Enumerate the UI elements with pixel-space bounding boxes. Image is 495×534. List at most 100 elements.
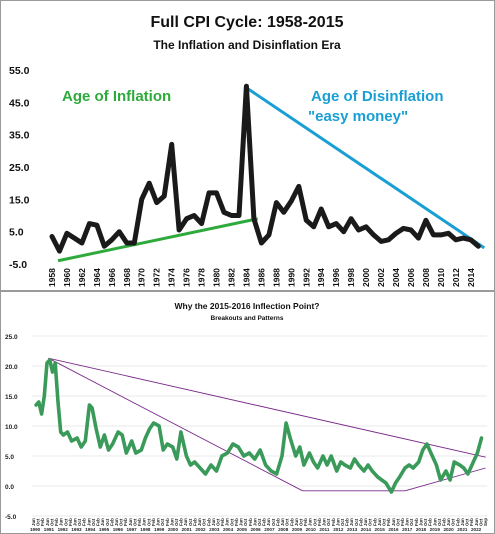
chart2-month-label: Oct: [49, 518, 54, 526]
full-cpi-cycle-chart: Full CPI Cycle: 1958-2015 The Inflation …: [0, 0, 495, 291]
chart2-subtitle: Breakouts and Patterns: [211, 315, 284, 322]
chart2-month-label: Feb: [165, 518, 170, 526]
chart1-x-tick-label: 1978: [197, 268, 207, 287]
chart2-year-label: 2009: [292, 527, 303, 532]
full-cpi-cycle-svg: Full CPI Cycle: 1958-2015 The Inflation …: [9, 14, 486, 287]
chart2-month-label: Jun: [183, 518, 188, 526]
chart1-x-tick-label: 1968: [122, 268, 132, 287]
chart1-x-tick-label: 1996: [331, 268, 341, 287]
chart2-month-label: Jun: [446, 518, 451, 526]
chart2-year-label: 2022: [471, 527, 482, 532]
chart2-y-tick-label: 10.0: [5, 424, 18, 431]
chart1-x-tick-label: 1998: [346, 268, 356, 287]
chart2-month-label: Feb: [109, 518, 114, 526]
chart2-year-label: 2019: [430, 527, 441, 532]
chart2-month-label: Jun: [308, 518, 313, 526]
chart1-x-tick-label: 1960: [62, 268, 72, 287]
chart2-year-label: 1991: [44, 527, 55, 532]
chart1-title: Full CPI Cycle: 1958-2015: [151, 14, 344, 31]
chart1-x-tick-label: 2010: [436, 268, 446, 287]
chart2-year-label: 2010: [306, 527, 317, 532]
chart2-cpi-line: [34, 358, 484, 494]
chart1-cpi-line: [49, 83, 481, 254]
chart1-x-tick-label: 1958: [47, 268, 57, 287]
chart2-series: [34, 358, 484, 494]
chart2-year-label: 2008: [278, 527, 289, 532]
easy-money-label: "easy money": [308, 108, 408, 125]
chart1-x-tick-label: 2012: [451, 268, 461, 287]
chart2-month-label: Jun: [280, 518, 285, 526]
chart2-month-label: Oct: [285, 518, 290, 526]
chart1-x-tick-label: 1966: [107, 268, 117, 287]
chart1-y-axis: 55.0 45.0 35.0 25.0 15.0 5.0 -5.0: [9, 65, 30, 271]
chart2-month-label: Oct: [354, 518, 359, 526]
chart2-month-label: Oct: [451, 518, 456, 526]
chart2-month-label: Feb: [372, 518, 377, 526]
chart1-x-tick-label: 2014: [466, 268, 476, 287]
chart2-month-label: Oct: [368, 518, 373, 526]
chart2-y-axis: 25.0 20.0 15.0 10.0 5.0 0.0 -5.0: [5, 334, 18, 521]
chart2-month-label: Jun: [377, 518, 382, 526]
chart2-month-label: Feb: [358, 518, 363, 526]
chart2-month-label: Oct: [423, 518, 428, 526]
chart2-month-label: Feb: [248, 518, 253, 526]
chart2-trendline: [48, 357, 303, 492]
chart2-month-label: Oct: [229, 518, 234, 526]
chart2-month-label: Feb: [151, 518, 156, 526]
chart2-y-tick-label: -5.0: [5, 514, 17, 521]
chart2-year-label: 2005: [237, 527, 248, 532]
chart2-month-label: Jun: [266, 518, 271, 526]
chart1-x-tick-label: 2002: [376, 268, 386, 287]
chart2-year-label: 2021: [457, 527, 468, 532]
chart2-year-label: 1995: [99, 527, 110, 532]
chart2-year-label: 2020: [443, 527, 454, 532]
chart1-y-tick-label: 45.0: [9, 97, 30, 109]
chart2-year-label: 1994: [85, 527, 96, 532]
chart2-month-labels: Jun Oct Feb Jun Oct Feb Jun Oct Feb Jun Oct Feb Jun O…: [31, 518, 488, 526]
chart1-x-tick-label: 1982: [226, 268, 236, 287]
chart2-month-label: Jun: [211, 518, 216, 526]
chart2-month-label: Oct: [312, 518, 317, 526]
chart2-month-label: Oct: [174, 518, 179, 526]
chart1-y-tick-label: 25.0: [9, 162, 30, 174]
chart2-month-label: Jun: [31, 518, 36, 526]
chart2-month-label: Oct: [119, 518, 124, 526]
chart2-month-label: Jun: [474, 518, 479, 526]
age-of-disinflation-label: Age of Disinflation: [311, 88, 444, 105]
chart2-year-label: 2012: [333, 527, 344, 532]
chart2-month-label: Feb: [137, 518, 142, 526]
chart2-year-labels: 1990 1991 1992 1993 1994 1995 1996 1997 1998 1999…: [30, 527, 482, 532]
chart2-year-label: 1996: [113, 527, 124, 532]
chart1-x-tick-label: 1974: [167, 268, 177, 287]
chart2-month-label: Feb: [96, 518, 101, 526]
chart2-month-label: Oct: [202, 518, 207, 526]
chart2-month-label: Oct: [160, 518, 165, 526]
chart2-month-label: Feb: [192, 518, 197, 526]
chart1-x-tick-label: 1992: [301, 268, 311, 287]
chart2-month-label: Oct: [382, 518, 387, 526]
chart2-year-label: 2007: [264, 527, 275, 532]
chart1-y-tick-label: 55.0: [9, 65, 30, 77]
chart2-year-label: 2017: [402, 527, 413, 532]
chart1-series: [49, 83, 481, 254]
chart2-month-label: Oct: [437, 518, 442, 526]
chart2-month-label: Feb: [469, 518, 474, 526]
chart2-month-label: Jun: [363, 518, 368, 526]
chart2-y-tick-label: 5.0: [5, 454, 14, 461]
chart2-month-label: Oct: [243, 518, 248, 526]
chart2-month-label: Feb: [428, 518, 433, 526]
chart2-year-label: 1999: [154, 527, 165, 532]
chart1-y-tick-label: -5.0: [9, 259, 27, 271]
chart2-year-label: 1998: [140, 527, 151, 532]
chart1-x-tick-label: 1994: [316, 268, 326, 287]
chart2-month-label: Feb: [289, 518, 294, 526]
chart2-year-label: 2002: [195, 527, 206, 532]
chart2-year-label: 2018: [416, 527, 427, 532]
chart2-year-label: 1993: [71, 527, 82, 532]
chart2-y-tick-label: 20.0: [5, 364, 18, 371]
chart2-month-label: Oct: [215, 518, 220, 526]
chart2-year-label: 2006: [251, 527, 262, 532]
chart2-y-tick-label: 25.0: [5, 334, 18, 341]
chart2-month-label: Feb: [54, 518, 59, 526]
chart2-year-label: 2014: [361, 527, 372, 532]
